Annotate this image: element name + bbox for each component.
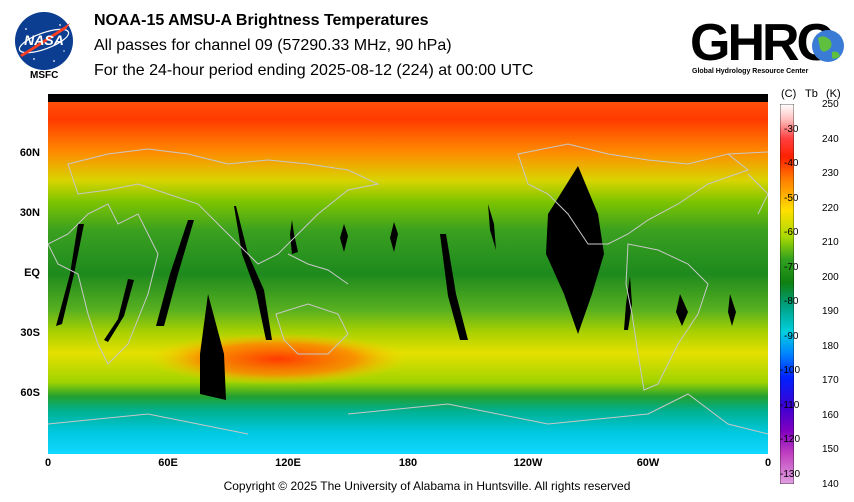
lon-label: 60W: [636, 457, 660, 469]
colorbar-c-tick: -50: [784, 193, 799, 204]
period-subtitle: For the 24-hour period ending 2025-08-12…: [94, 62, 534, 79]
colorbar: [780, 104, 794, 484]
colorbar-c-tick: -130: [780, 469, 801, 480]
ghrc-logo: GHRC Global Hydrology Resource Center: [690, 14, 844, 75]
lon-label: 120W: [513, 457, 543, 469]
colorbar-c-tick: -110: [780, 400, 800, 411]
channel-subtitle: All passes for channel 09 (57290.33 MHz,…: [94, 37, 452, 54]
colorbar-c-tick: -40: [784, 158, 799, 169]
lon-label: 0: [764, 457, 772, 469]
colorbar-c-tick: -90: [784, 331, 799, 342]
swath-gaps: [56, 166, 736, 400]
colorbar-k-tick: 190: [822, 306, 839, 317]
lon-label: 60E: [158, 457, 178, 469]
colorbar-c-tick: -80: [784, 296, 799, 307]
lat-label: 30N: [19, 207, 40, 219]
lat-label: EQ: [24, 267, 40, 279]
brightness-temperature-map: [48, 94, 768, 454]
colorbar-header-tb: Tb: [805, 88, 818, 100]
svg-text:GHRC: GHRC: [690, 14, 834, 72]
lat-label: 60N: [19, 147, 40, 159]
colorbar-k-tick: 170: [822, 375, 839, 386]
lon-label: 120E: [275, 457, 301, 469]
colorbar-k-tick: 220: [822, 203, 839, 214]
colorbar-k-tick: 200: [822, 272, 839, 283]
coastlines: [48, 143, 768, 435]
nasa-logo: NASA: [15, 12, 73, 70]
colorbar-k-tick: 160: [822, 410, 839, 421]
missing-data-top: [48, 94, 768, 102]
colorbar-k-tick: 250: [822, 99, 839, 110]
colorbar-c-tick: -30: [784, 124, 799, 135]
msfc-label: MSFC: [30, 70, 59, 81]
page-title: NOAA-15 AMSU-A Brightness Temperatures: [94, 12, 429, 29]
colorbar-header-celsius: (C): [781, 88, 797, 100]
colorbar-header-kelvin: (K): [826, 88, 841, 100]
lat-label: 60S: [20, 387, 40, 399]
colorbar-k-tick: 180: [822, 341, 839, 352]
colorbar-k-tick: 150: [822, 444, 839, 455]
lon-label: 180: [398, 457, 418, 469]
colorbar-k-tick: 210: [822, 237, 839, 248]
colorbar-c-tick: -70: [784, 262, 799, 273]
colorbar-k-tick: 240: [822, 134, 839, 145]
svg-text:Global Hydrology Resource Cent: Global Hydrology Resource Center: [692, 68, 809, 75]
copyright-notice: Copyright © 2025 The University of Alaba…: [223, 479, 631, 493]
lon-label: 0: [44, 457, 52, 469]
lat-label: 30S: [20, 327, 40, 339]
colorbar-c-tick: -100: [780, 365, 801, 376]
colorbar-c-tick: -120: [780, 434, 801, 445]
colorbar-k-tick: 140: [822, 479, 839, 490]
colorbar-c-tick: -60: [784, 227, 799, 238]
svg-text:NASA: NASA: [24, 32, 64, 48]
colorbar-k-tick: 230: [822, 168, 839, 179]
